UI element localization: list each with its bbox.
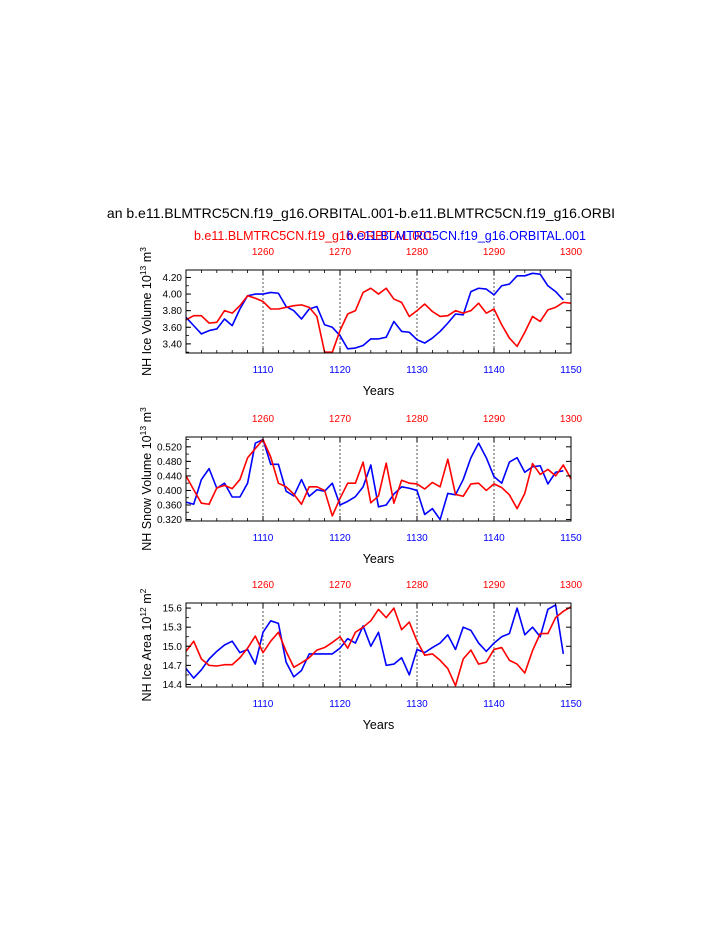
- ice-area-ylabel: NH Ice Area 1012 m2: [138, 588, 154, 701]
- snow-volume-plot-frame: [185, 436, 572, 522]
- ice-area-xtick-bottom-label: 1110: [253, 699, 274, 710]
- snow-volume-xlabel: Years: [363, 552, 395, 566]
- snow-volume-series-red-line: [185, 438, 572, 517]
- snow-volume-xtick-top-label: 1270: [329, 414, 352, 425]
- ice-volume-xtick-bottom-label: 1110: [253, 365, 274, 376]
- ice-volume-ytick-label: 4.20: [163, 273, 183, 284]
- snow-volume-ylabel-unit: m: [140, 412, 154, 426]
- ice-area-panel: 14.4 14.7 15.0 15.3 15.6 1110 1120 1130 1140 1150…: [138, 580, 583, 732]
- ice-area-xtick-top-label: 1260: [252, 580, 275, 591]
- ice-volume-series-red-line: [185, 287, 572, 353]
- ice-area-xtick-bottom-label: 1130: [406, 699, 428, 710]
- snow-volume-ytick-label: 0.520: [157, 442, 182, 453]
- ice-area-plot-frame: [185, 602, 572, 688]
- ice-area-ytick-label: 15.3: [163, 623, 183, 634]
- ice-volume-ytick-label: 4.00: [163, 290, 183, 301]
- ice-area-xtick-top-label: 1290: [483, 580, 506, 591]
- ice-area-ylabel-unit: m: [140, 593, 154, 607]
- ice-area-ytick-label: 15.0: [163, 642, 183, 653]
- ice-area-xtick-bottom-label: 1120: [329, 699, 351, 710]
- ice-volume-ytick-label: 3.60: [163, 323, 183, 334]
- ice-area-series-blue-line: [185, 604, 565, 679]
- ice-volume-ylabel-exp: 13: [138, 265, 148, 275]
- snow-volume-ytick-label: 0.400: [157, 486, 182, 497]
- snow-volume-xtick-bottom-label: 1110: [253, 533, 274, 544]
- ice-volume-ytick-label: 3.40: [163, 339, 183, 350]
- ice-area-xlabel: Years: [363, 718, 395, 732]
- ice-area-xtick-top-label: 1270: [329, 580, 352, 591]
- ice-area-ylabel-exp: 12: [138, 607, 148, 617]
- ice-area-ylabel: NH Ice Area 10: [140, 617, 154, 702]
- snow-volume-ytick-label: 0.440: [157, 471, 182, 482]
- main-title: an b.e11.BLMTRC5CN.f19_g16.ORBITAL.001-b…: [107, 205, 615, 221]
- snow-volume-series-blue-line: [185, 438, 564, 521]
- snow-volume-ylabel-unit-exp: 3: [138, 407, 148, 412]
- snow-volume-xtick-bottom-label: 1120: [329, 533, 351, 544]
- ice-area-xtick-bottom-label: 1150: [560, 699, 582, 710]
- ice-volume-xtick-bottom-label: 1130: [406, 365, 428, 376]
- ice-volume-ylabel: NH Ice Volume 10: [140, 275, 154, 376]
- ice-volume-ylabel-unit: m: [140, 252, 154, 266]
- snow-volume-xtick-top-label: 1300: [560, 414, 583, 425]
- subtitle-blue: b.e11.BLMTRC5CN.f19_g16.ORBITAL.001: [347, 229, 586, 243]
- snow-volume-xtick-top-label: 1290: [483, 414, 506, 425]
- ice-area-ytick-label: 14.4: [163, 680, 183, 691]
- snow-volume-panel: 0.320 0.360 0.400 0.440 0.480 0.520 1110 1120 11…: [138, 407, 583, 566]
- ice-volume-panel: 3.40 3.60 3.80 4.00 4.20 1110 1120 1130 1140 1150…: [138, 247, 583, 398]
- ice-volume-plot-frame: [185, 269, 572, 354]
- ice-area-ytick-label: 14.7: [163, 661, 183, 672]
- ice-volume-ytick-label: 3.80: [163, 306, 183, 317]
- snow-volume-ytick-label: 0.480: [157, 457, 182, 468]
- snow-volume-xtick-bottom-label: 1130: [406, 533, 428, 544]
- ice-volume-ylabel-unit-exp: 3: [138, 247, 148, 252]
- ice-volume-series-blue-line: [185, 272, 564, 350]
- ice-area-xtick-top-label: 1280: [406, 580, 429, 591]
- ice-volume-xtick-top-label: 1280: [406, 247, 429, 258]
- ice-volume-xtick-top-label: 1300: [560, 247, 583, 258]
- ice-area-ylabel-unit-exp: 2: [138, 588, 148, 593]
- ice-volume-xtick-top-label: 1290: [483, 247, 506, 258]
- ice-volume-xtick-bottom-label: 1150: [560, 365, 582, 376]
- ice-area-xtick-bottom-label: 1140: [483, 699, 505, 710]
- ice-area-series-red-line: [185, 606, 572, 687]
- ice-volume-xtick-top-label: 1260: [252, 247, 275, 258]
- snow-volume-ylabel-exp: 13: [138, 426, 148, 436]
- ice-area-ytick-label: 15.6: [163, 604, 183, 615]
- snow-volume-xtick-bottom-label: 1150: [560, 533, 582, 544]
- ice-volume-ylabel: NH Ice Volume 1013 m3: [138, 247, 154, 376]
- ice-volume-xtick-bottom-label: 1120: [329, 365, 351, 376]
- snow-volume-ytick-label: 0.360: [157, 501, 182, 512]
- ice-volume-xtick-top-label: 1270: [329, 247, 352, 258]
- snow-volume-xtick-top-label: 1260: [252, 414, 275, 425]
- snow-volume-ylabel: NH Snow Volume 1013 m3: [138, 407, 154, 551]
- snow-volume-xtick-top-label: 1280: [406, 414, 429, 425]
- snow-volume-ytick-label: 0.320: [157, 515, 182, 526]
- subtitle-red: b.e11.BLMTRC5CN.f19_g16.ORBITAL.001: [194, 229, 433, 243]
- ice-volume-xlabel: Years: [363, 384, 395, 398]
- ice-area-xtick-top-label: 1300: [560, 580, 583, 591]
- snow-volume-xtick-bottom-label: 1140: [483, 533, 505, 544]
- snow-volume-ylabel: NH Snow Volume 10: [140, 435, 154, 550]
- ice-volume-xtick-bottom-label: 1140: [483, 365, 505, 376]
